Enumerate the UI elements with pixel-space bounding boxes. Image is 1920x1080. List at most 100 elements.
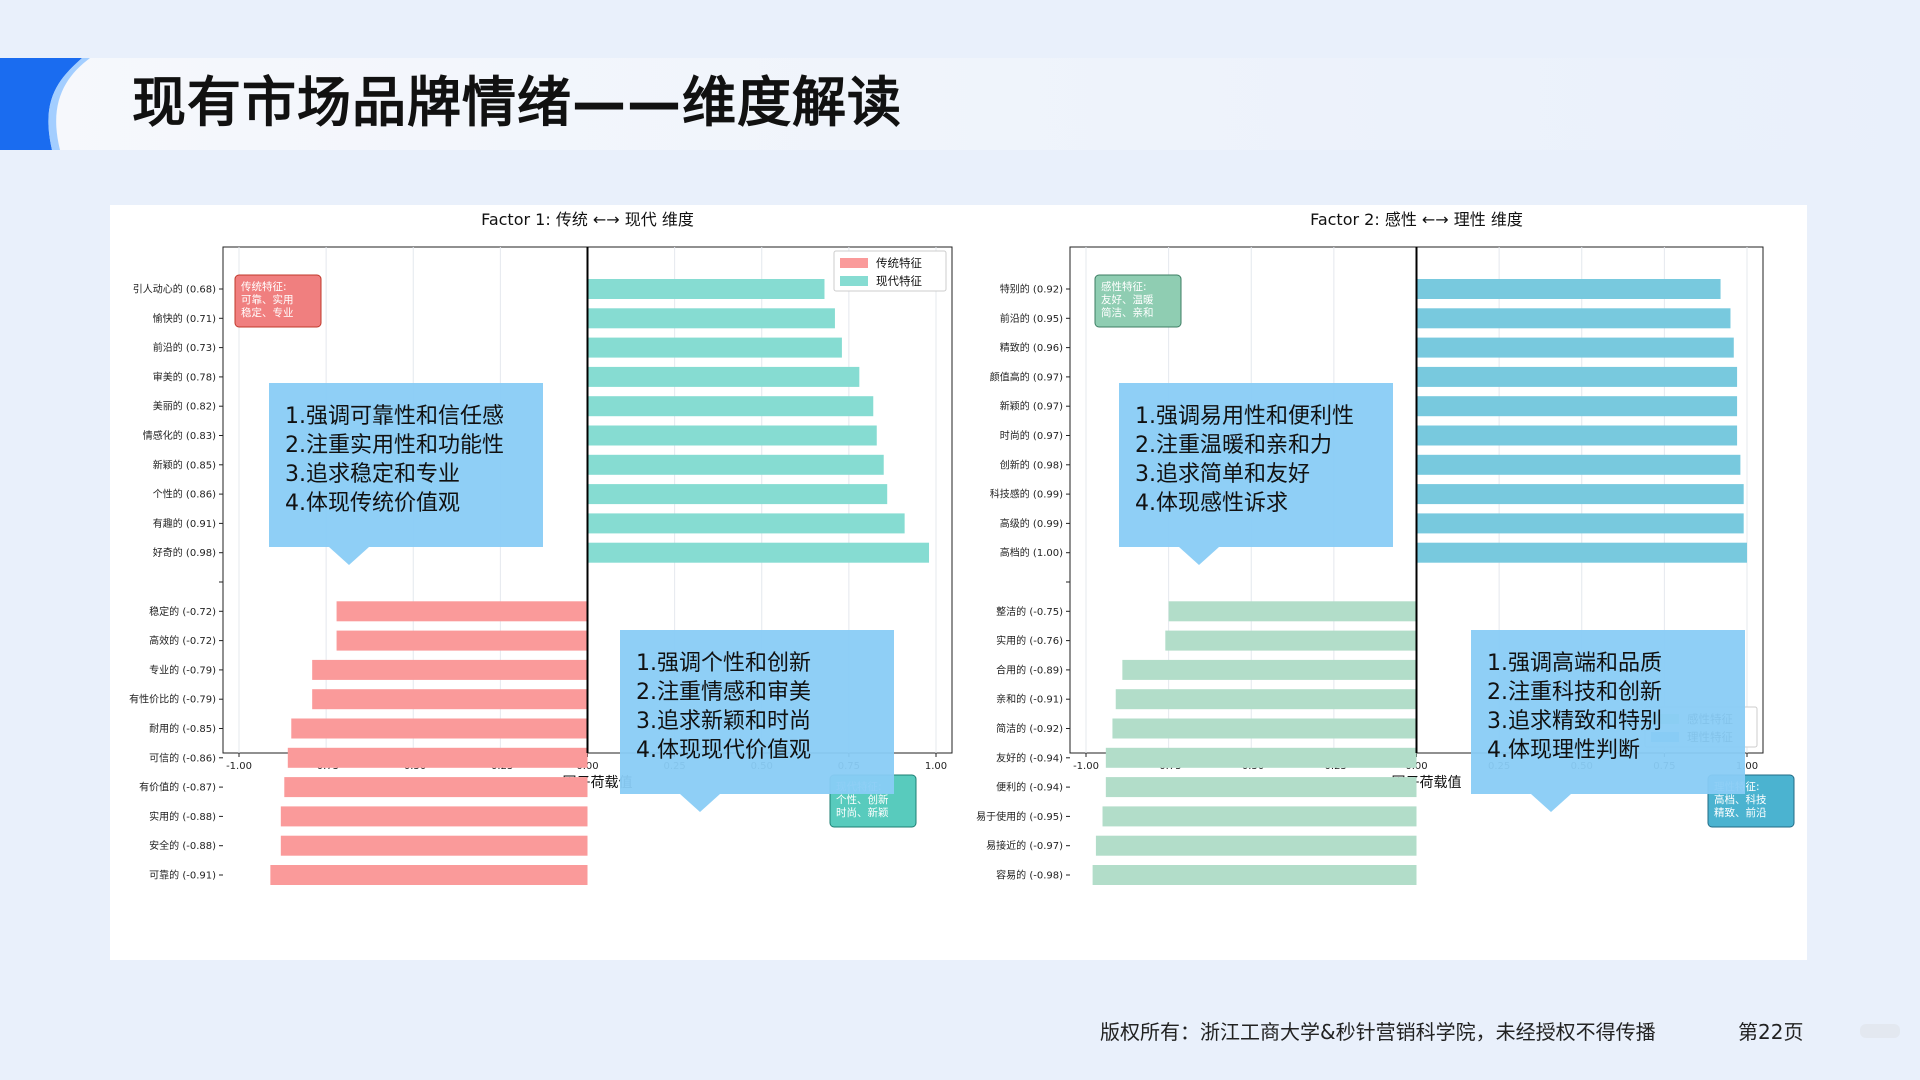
bar [1165,630,1417,651]
category-label: 可信的 (-0.86) [149,751,216,764]
bar [1416,396,1738,417]
copyright-text: 版权所有：浙江工商大学&秒针营销科学院，未经授权不得传播 [1100,1020,1656,1044]
category-label: 特别的 (0.92) [1000,283,1063,296]
category-label: 有性价比的 (-0.79) [129,693,216,706]
bar [336,601,588,622]
bar [1122,659,1417,680]
category-label: 高档的 (1.00) [1000,546,1063,559]
feature-box-text: 友好、温暖 [1101,293,1154,306]
feature-box-text: 简洁、亲和 [1101,306,1154,319]
category-label: 高效的 (-0.72) [149,634,216,647]
feature-box-text: 传统特征: [241,280,287,293]
category-label: 新颖的 (0.85) [153,458,216,471]
feature-box-text: 时尚、新颖 [836,806,889,819]
callout-text: 2.注重温暖和亲和力 [1135,433,1332,458]
bar [312,689,588,710]
category-label: 有趣的 (0.91) [153,517,216,530]
chart-title: Factor 2: 感性 ←→ 理性 维度 [1310,210,1523,229]
x-tick-label: -1.00 [226,761,252,772]
callout-box [620,630,894,812]
bar [284,777,588,798]
callout-text: 4.体现理性判断 [1487,738,1640,763]
callout-box [1119,383,1393,565]
category-label: 愉快的 (0.71) [153,312,216,325]
legend-label: 传统特征 [876,256,922,270]
callout-text: 4.体现传统价值观 [285,491,460,516]
bar [1416,513,1744,534]
category-label: 美丽的 (0.82) [153,400,216,413]
bar [1092,865,1417,885]
chart-panel: Factor 1: 传统 ←→ 现代 维度-1.00-0.75-0.50-0.2… [110,205,1807,960]
title-band [0,58,1920,150]
category-label: 稳定的 (-0.72) [149,605,216,618]
callout-box [1471,630,1745,812]
callout-text: 1.强调个性和创新 [636,651,811,676]
x-tick-label: 1.00 [1736,761,1758,772]
category-label: 前沿的 (0.73) [153,341,216,354]
bar [587,279,825,299]
category-label: 耐用的 (-0.85) [149,722,216,735]
watermark-mark [1860,1024,1900,1038]
callout-box [269,383,543,565]
legend-swatch [840,276,868,286]
category-label: 专业的 (-0.79) [149,663,216,676]
bar [1416,279,1721,299]
bar [1416,425,1738,446]
callout-text: 3.追求精致和特别 [1487,709,1662,734]
callout-text: 2.注重科技和创新 [1487,680,1662,705]
chart-title: Factor 1: 传统 ←→ 现代 维度 [481,210,694,229]
category-label: 安全的 (-0.88) [149,839,216,852]
bar [587,484,888,505]
accent-shape [0,58,90,150]
feature-box [1094,274,1182,328]
callout-text: 2.注重情感和审美 [636,680,811,705]
category-label: 好奇的 (0.98) [153,546,216,559]
bar [1112,718,1417,739]
callout-text: 4.体现现代价值观 [636,738,811,763]
category-label: 颜值高的 (0.97) [990,370,1063,383]
category-label: 时尚的 (0.97) [1000,429,1063,442]
category-label: 友好的 (-0.94) [996,751,1063,764]
callout-text: 4.体现感性诉求 [1135,491,1288,516]
category-label: 便利的 (-0.94) [996,781,1063,794]
bar [1416,337,1734,358]
category-label: 易接近的 (-0.97) [986,839,1063,852]
bar [1416,484,1744,505]
bar [587,396,874,417]
x-tick-label: 1.00 [925,761,947,772]
page-title: 现有市场品牌情绪——维度解读 [132,71,902,134]
bar [287,747,588,768]
category-label: 情感化的 (0.83) [143,429,216,442]
bar [270,865,588,885]
bar [587,308,835,329]
page-number: 第22页 [1738,1020,1804,1044]
bar [280,835,588,856]
category-label: 审美的 (0.78) [153,370,216,383]
bar [1416,542,1747,563]
callout-text: 1.强调易用性和便利性 [1135,404,1354,429]
category-label: 引人动心的 (0.68) [133,283,216,296]
category-label: 可靠的 (-0.91) [149,869,216,882]
category-label: 个性的 (0.86) [153,488,216,501]
category-label: 科技感的 (0.99) [990,488,1063,501]
callout-text: 3.追求新颖和时尚 [636,709,811,734]
callout-text: 2.注重实用性和功能性 [285,433,504,458]
feature-box-text: 稳定、专业 [241,306,294,319]
category-label: 新颖的 (0.97) [1000,400,1063,413]
legend-swatch [840,258,868,268]
bar [1105,777,1417,798]
bar [587,337,842,358]
category-label: 亲和的 (-0.91) [996,693,1063,706]
category-label: 前沿的 (0.95) [1000,312,1063,325]
category-label: 合用的 (-0.89) [996,663,1063,676]
bar [1102,806,1417,827]
feature-box-text: 感性特征: [1101,280,1147,293]
bar [587,366,860,387]
callout-text: 1.强调高端和品质 [1487,651,1662,676]
bar [1105,747,1417,768]
bar [1095,835,1417,856]
category-label: 精致的 (0.96) [1000,341,1063,354]
category-label: 实用的 (-0.76) [996,634,1063,647]
legend-label: 现代特征 [876,274,922,288]
category-label: 容易的 (-0.98) [996,869,1063,882]
